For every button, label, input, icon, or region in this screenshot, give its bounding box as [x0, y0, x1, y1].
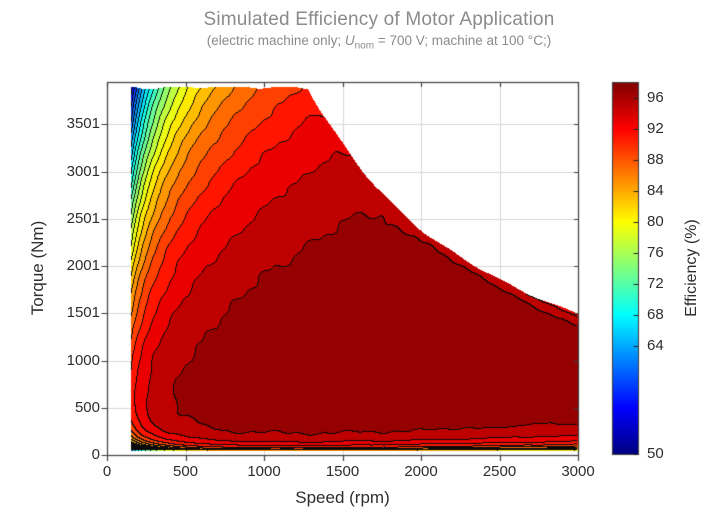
colorbar-tick-label: 96: [647, 88, 664, 106]
colorbar-tick-label: 72: [647, 274, 664, 292]
y-tick-label: 2501: [66, 209, 100, 227]
colorbar-tick-label: 92: [647, 119, 664, 137]
chart-title: Simulated Efficiency of Motor Applicatio…: [203, 9, 555, 30]
x-tick-label: 0: [102, 463, 112, 480]
y-tick-label: 500: [74, 398, 100, 416]
x-tick-label: 2000: [404, 463, 438, 480]
y-tick-label: 1000: [66, 351, 100, 369]
x-tick-label: 3000: [561, 463, 595, 480]
x-tick-label: 1500: [325, 463, 360, 480]
colorbar-label: Efficiency (%): [683, 219, 700, 317]
colorbar-tick-label: 64: [647, 336, 664, 354]
y-tick-label: 1501: [66, 304, 100, 322]
subtitle-suffix: = 700 V; machine at 100 °C;): [374, 33, 552, 48]
y-tick-label: 0: [91, 446, 100, 463]
colorbar-tick-label: 50: [647, 445, 664, 462]
chart-subtitle: (electric machine only; Unom = 700 V; ma…: [16, 33, 721, 52]
colorbar-tick-label: 76: [647, 243, 664, 261]
subtitle-u-symbol: U: [344, 33, 355, 48]
x-tick-label: 1000: [247, 463, 281, 480]
colorbar-tick-label: 88: [647, 150, 664, 168]
x-tick-label: 500: [172, 463, 199, 480]
y-tick-label: 3501: [66, 115, 100, 133]
subtitle-u-subscript: nom: [354, 40, 375, 52]
colorbar-tick-label: 84: [647, 181, 664, 199]
y-tick-label: 2001: [66, 257, 100, 275]
x-tick-label: 2500: [482, 463, 517, 480]
x-axis-label: Speed (rpm): [295, 488, 390, 507]
subtitle-prefix: (electric machine only;: [206, 33, 345, 48]
colorbar-tick-label: 80: [647, 212, 664, 230]
y-tick-label: 3001: [66, 162, 100, 180]
colorbar-tick-label: 68: [647, 305, 664, 323]
